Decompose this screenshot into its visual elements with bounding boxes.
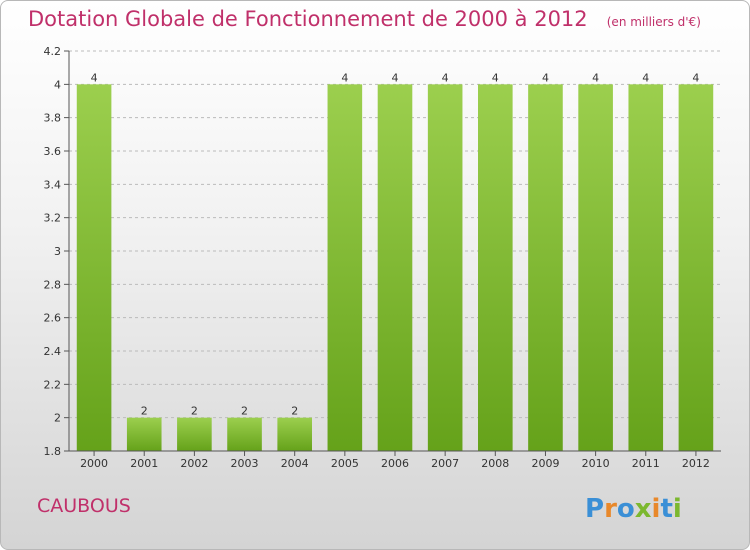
y-tick-label: 2.4	[44, 345, 62, 358]
data-label: 2	[291, 405, 298, 418]
x-tick-label: 2012	[682, 457, 710, 470]
bars	[76, 84, 714, 451]
bar-2008	[478, 84, 513, 451]
x-tick-label: 2008	[481, 457, 509, 470]
x-tick-label: 2003	[231, 457, 259, 470]
y-tick-label: 2.8	[44, 278, 62, 291]
data-label: 2	[141, 405, 148, 418]
data-label: 4	[341, 71, 348, 84]
x-tick-label: 2000	[80, 457, 108, 470]
x-tick-label: 2004	[281, 457, 309, 470]
chart-title: Dotation Globale de Fonctionnement de 20…	[28, 7, 588, 31]
commune-name: CAUBOUS	[37, 495, 131, 517]
x-tick-label: 2006	[381, 457, 409, 470]
bar-2001	[126, 417, 162, 451]
y-tick-label: 4	[54, 78, 61, 91]
x-tick-label: 2001	[130, 457, 158, 470]
x-tick-label: 2002	[180, 457, 208, 470]
bar-2009	[528, 84, 563, 451]
labels: 1.8 2 2.2 2.4 2.6 2.8 3 3.2 3.4 3.6 3.8 4 4.2 4 2000 2 2…	[44, 45, 710, 470]
x-tick-label: 2010	[582, 457, 610, 470]
data-label: 4	[642, 71, 649, 84]
proxiti-logo: Proxiti	[585, 494, 682, 524]
x-tick-label: 2005	[331, 457, 359, 470]
bar-2003	[227, 417, 262, 451]
bar-2011	[628, 84, 664, 451]
x-tick-label: 2007	[431, 457, 459, 470]
y-tick-label: 3.4	[44, 178, 62, 191]
y-tick-label: 3.8	[44, 112, 62, 125]
bar-2006	[377, 84, 413, 451]
data-label: 4	[91, 71, 98, 84]
axes	[64, 50, 721, 456]
y-tick-label: 2	[54, 412, 61, 425]
y-tick-label: 3.6	[44, 145, 62, 158]
chart-subtitle: (en milliers d'€)	[606, 15, 701, 29]
data-label: 4	[492, 71, 499, 84]
bar-2005	[327, 84, 363, 451]
y-tick-label: 3	[54, 245, 61, 258]
svg-text:Proxiti: Proxiti	[585, 494, 682, 524]
title-row: Dotation Globale de Fonctionnement de 20…	[28, 7, 701, 31]
x-tick-label: 2009	[531, 457, 559, 470]
x-tick-label: 2011	[632, 457, 660, 470]
data-label: 4	[592, 71, 599, 84]
y-tick-label: 1.8	[44, 445, 62, 458]
data-label: 2	[241, 405, 248, 418]
data-label: 4	[442, 71, 449, 84]
y-tick-label: 4.2	[44, 45, 62, 58]
bar-chart: 1.8 2 2.2 2.4 2.6 2.8 3 3.2 3.4 3.6 3.8 4 4.2 4 2000 2 2…	[44, 45, 721, 470]
bar-2007	[427, 84, 463, 451]
y-tick-label: 2.2	[44, 378, 62, 391]
data-label: 4	[392, 71, 399, 84]
bar-2002	[177, 417, 212, 451]
bar-2012	[678, 84, 714, 451]
y-tick-label: 3.2	[44, 212, 62, 225]
bar-2000	[76, 84, 112, 451]
bar-2004	[277, 417, 312, 451]
bar-2010	[578, 84, 613, 451]
y-tick-label: 2.6	[44, 312, 62, 325]
data-label: 4	[692, 71, 699, 84]
data-label: 4	[542, 71, 549, 84]
data-label: 2	[191, 405, 198, 418]
